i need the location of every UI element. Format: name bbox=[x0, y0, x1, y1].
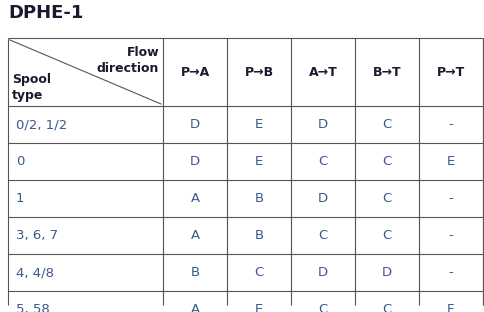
Text: DPHE-1: DPHE-1 bbox=[8, 4, 83, 22]
Text: 0/2, 1/2: 0/2, 1/2 bbox=[16, 118, 67, 131]
Text: E: E bbox=[447, 155, 455, 168]
Text: B→T: B→T bbox=[373, 66, 401, 79]
Text: D: D bbox=[190, 118, 200, 131]
Text: -: - bbox=[449, 229, 454, 242]
Text: A: A bbox=[190, 303, 199, 312]
Text: A: A bbox=[190, 192, 199, 205]
Text: -: - bbox=[449, 118, 454, 131]
Text: D: D bbox=[382, 266, 392, 279]
Text: C: C bbox=[255, 266, 264, 279]
Text: A: A bbox=[190, 229, 199, 242]
Text: B: B bbox=[190, 266, 199, 279]
Text: B: B bbox=[255, 192, 264, 205]
Text: 5, 58: 5, 58 bbox=[16, 303, 50, 312]
Text: Flow
direction: Flow direction bbox=[97, 46, 159, 75]
Text: -: - bbox=[449, 266, 454, 279]
Text: A→T: A→T bbox=[309, 66, 337, 79]
Text: B: B bbox=[255, 229, 264, 242]
Text: C: C bbox=[318, 303, 328, 312]
Text: P→A: P→A bbox=[181, 66, 210, 79]
Text: D: D bbox=[318, 192, 328, 205]
Text: 4, 4/8: 4, 4/8 bbox=[16, 266, 54, 279]
Text: -: - bbox=[449, 192, 454, 205]
Text: E: E bbox=[255, 155, 263, 168]
Text: Spool
type: Spool type bbox=[12, 73, 51, 102]
Text: C: C bbox=[318, 155, 328, 168]
Text: C: C bbox=[382, 192, 392, 205]
Text: F: F bbox=[447, 303, 455, 312]
Text: 0: 0 bbox=[16, 155, 24, 168]
Text: D: D bbox=[190, 155, 200, 168]
Text: D: D bbox=[318, 118, 328, 131]
Text: 3, 6, 7: 3, 6, 7 bbox=[16, 229, 58, 242]
Text: D: D bbox=[318, 266, 328, 279]
Text: C: C bbox=[318, 229, 328, 242]
Text: E: E bbox=[255, 118, 263, 131]
Text: C: C bbox=[382, 118, 392, 131]
Text: P→T: P→T bbox=[437, 66, 465, 79]
Text: 1: 1 bbox=[16, 192, 25, 205]
Text: C: C bbox=[382, 303, 392, 312]
Text: P→B: P→B bbox=[244, 66, 273, 79]
Text: E: E bbox=[255, 303, 263, 312]
Text: C: C bbox=[382, 229, 392, 242]
Text: C: C bbox=[382, 155, 392, 168]
